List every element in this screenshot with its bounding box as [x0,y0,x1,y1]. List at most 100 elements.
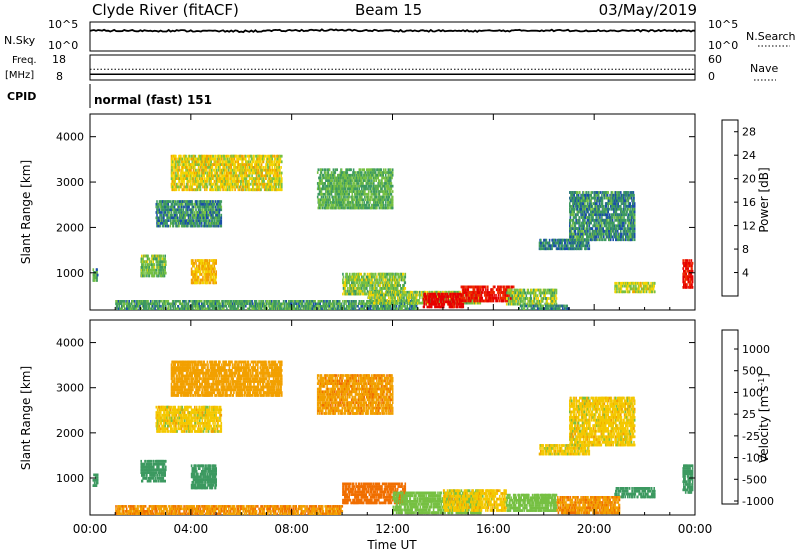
scatter-cell [202,307,205,310]
scatter-cell [183,205,185,209]
scatter-cell [389,184,391,188]
scatter-cell [201,177,204,180]
scatter-cell [387,206,390,210]
scatter-cell [263,302,266,305]
scatter-cell [184,216,187,220]
scatter-cell [200,213,202,217]
scatter-cell [352,176,354,180]
scatter-cell [172,208,175,212]
scatter-cell [175,163,177,166]
scatter-cell [179,182,182,186]
scatter-cell [131,302,133,305]
scatter-cell [339,173,342,177]
scatter-cell [374,168,376,172]
scatter-cell [274,157,277,161]
scatter-cell [274,154,276,158]
scatter-cell [356,187,359,191]
scatter-cell [190,163,193,166]
scatter-cell [216,202,219,206]
scatter-cell [158,208,161,212]
scatter-cell [373,182,375,185]
scatter-cell [348,173,350,177]
scatter-cell [213,219,216,222]
scatter-cell [252,185,255,189]
freq-frame [89,54,696,81]
scatter-cell [230,166,233,169]
scatter-cell [175,200,177,203]
scatter-cell [404,272,407,276]
scatter-cell [265,182,267,186]
scatter-cell [167,219,170,222]
scatter-cell [272,163,274,166]
scatter-cell [376,278,379,282]
scatter-cell [265,154,267,158]
scatter-cell [296,302,298,305]
scatter-cell [170,154,173,158]
scatter-cell [324,187,326,191]
scatter-cell [284,302,286,305]
scatter-cell [209,278,212,282]
scatter-cell [391,173,394,177]
scatter-cell [259,160,262,164]
scatter-cell [195,202,198,206]
scatter-cell [159,305,161,308]
scatter-cell [343,195,345,199]
scatter-cell [171,174,173,178]
scatter-cell [369,198,372,202]
scatter-cell [197,278,200,282]
scatter-cell [203,182,205,186]
scatter-cell [395,275,397,279]
scatter-cell [361,198,364,202]
scatter-cell [281,171,283,175]
scatter-cell [206,302,209,305]
scatter-cell [276,171,279,175]
scatter-cell [208,281,211,285]
scatter-cell [325,206,328,210]
scatter-cell [185,224,187,228]
scatter-cell [190,278,193,282]
scatter-cell [217,166,220,169]
scatter-cell [202,216,205,220]
scatter-cell [229,160,231,164]
scatter-cell [164,302,166,305]
scatter-cell [204,305,206,308]
scatter-cell [245,166,247,169]
scatter-cell [371,284,374,287]
scatter-cell [249,160,251,164]
scatter-cell [366,168,369,172]
scatter-cell [199,281,202,285]
scatter-cell [180,163,182,166]
scatter-cell [159,268,161,272]
scatter-cell [195,208,197,212]
scatter-cell [206,213,208,217]
scatter-cell [207,275,210,279]
scatter-cell [260,163,263,166]
scatter-cell [269,166,271,169]
scatter-cell [170,216,173,220]
scatter-cell [329,198,332,202]
scatter-cell [93,279,96,282]
scatter-cell [186,177,188,180]
scatter-cell [167,202,170,206]
scatter-cell [340,182,342,185]
scatter-cell [279,157,282,161]
scatter-cell [374,201,377,204]
scatter-cell [197,177,199,180]
scatter-cell [236,185,239,189]
scatter-cell [195,160,198,164]
scatter-cell [175,302,177,305]
scatter-cell [207,171,210,175]
scatter-cell [217,160,219,164]
scatter-cell [279,177,281,180]
scatter-cell [187,200,189,203]
scatter-cell [180,177,183,180]
scatter-cell [188,160,190,164]
scatter-cell [181,157,183,161]
scatter-cell [352,168,355,172]
scatter-cell [173,202,176,206]
scatter-cell [231,185,233,189]
scatter-cell [245,305,247,308]
scatter-cell [223,307,225,310]
scatter-cell [340,184,342,188]
scatter-cell [155,268,158,272]
